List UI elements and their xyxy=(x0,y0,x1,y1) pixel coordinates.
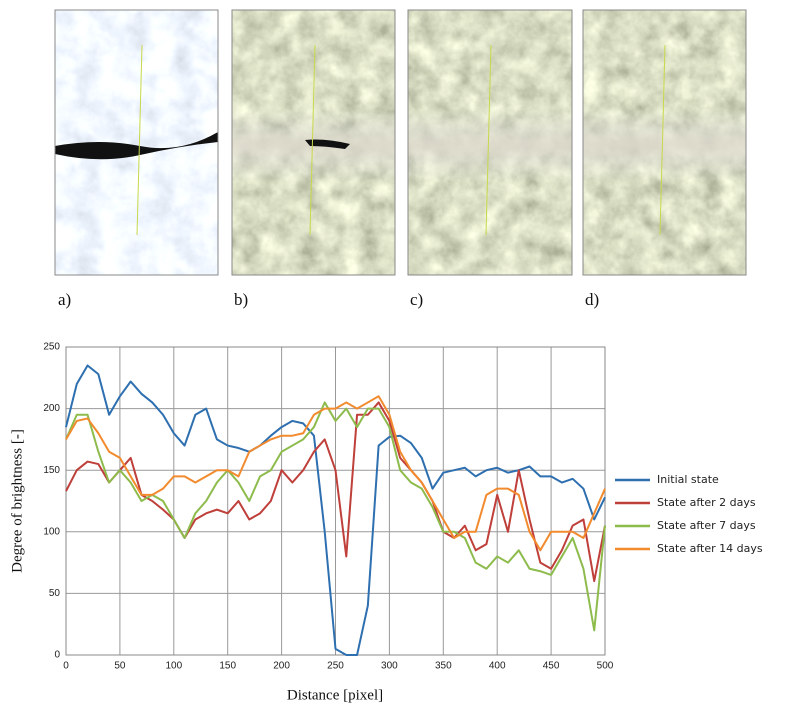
legend-label: Initial state xyxy=(657,473,719,486)
y-axis-label: Degree of brightness [-] xyxy=(9,429,25,573)
figure: a) b) c) d) Distance [pixel] Degree of b… xyxy=(0,0,795,706)
x-tick-label: 0 xyxy=(63,661,69,672)
x-tick-label: 100 xyxy=(165,661,182,672)
x-tick-label: 150 xyxy=(219,661,236,672)
y-tick-label: 0 xyxy=(54,650,60,661)
photo-a xyxy=(55,10,218,275)
legend-label: State after 7 days xyxy=(657,519,756,532)
y-tick-label: 200 xyxy=(43,403,60,414)
y-tick-label: 100 xyxy=(43,526,60,537)
x-tick-label: 300 xyxy=(381,661,398,672)
x-tick-label: 200 xyxy=(273,661,290,672)
legend-label: State after 14 days xyxy=(657,542,763,555)
x-axis-label: Distance [pixel] xyxy=(287,687,383,703)
x-tick-label: 250 xyxy=(327,661,344,672)
y-tick-label: 150 xyxy=(43,465,60,476)
x-tick-label: 400 xyxy=(489,661,506,672)
panel-label: d) xyxy=(585,290,599,309)
photo-d xyxy=(583,10,746,275)
x-tick-label: 50 xyxy=(114,661,126,672)
x-tick-label: 350 xyxy=(435,661,452,672)
panel-label: a) xyxy=(58,290,71,309)
x-tick-label: 450 xyxy=(543,661,560,672)
panel-label: c) xyxy=(410,290,423,309)
photo-b xyxy=(232,10,395,275)
y-tick-label: 50 xyxy=(49,588,61,599)
x-tick-label: 500 xyxy=(597,661,614,672)
photo-c xyxy=(408,10,572,275)
y-tick-label: 250 xyxy=(43,342,60,353)
legend-label: State after 2 days xyxy=(657,496,756,509)
panel-label: b) xyxy=(234,290,248,309)
